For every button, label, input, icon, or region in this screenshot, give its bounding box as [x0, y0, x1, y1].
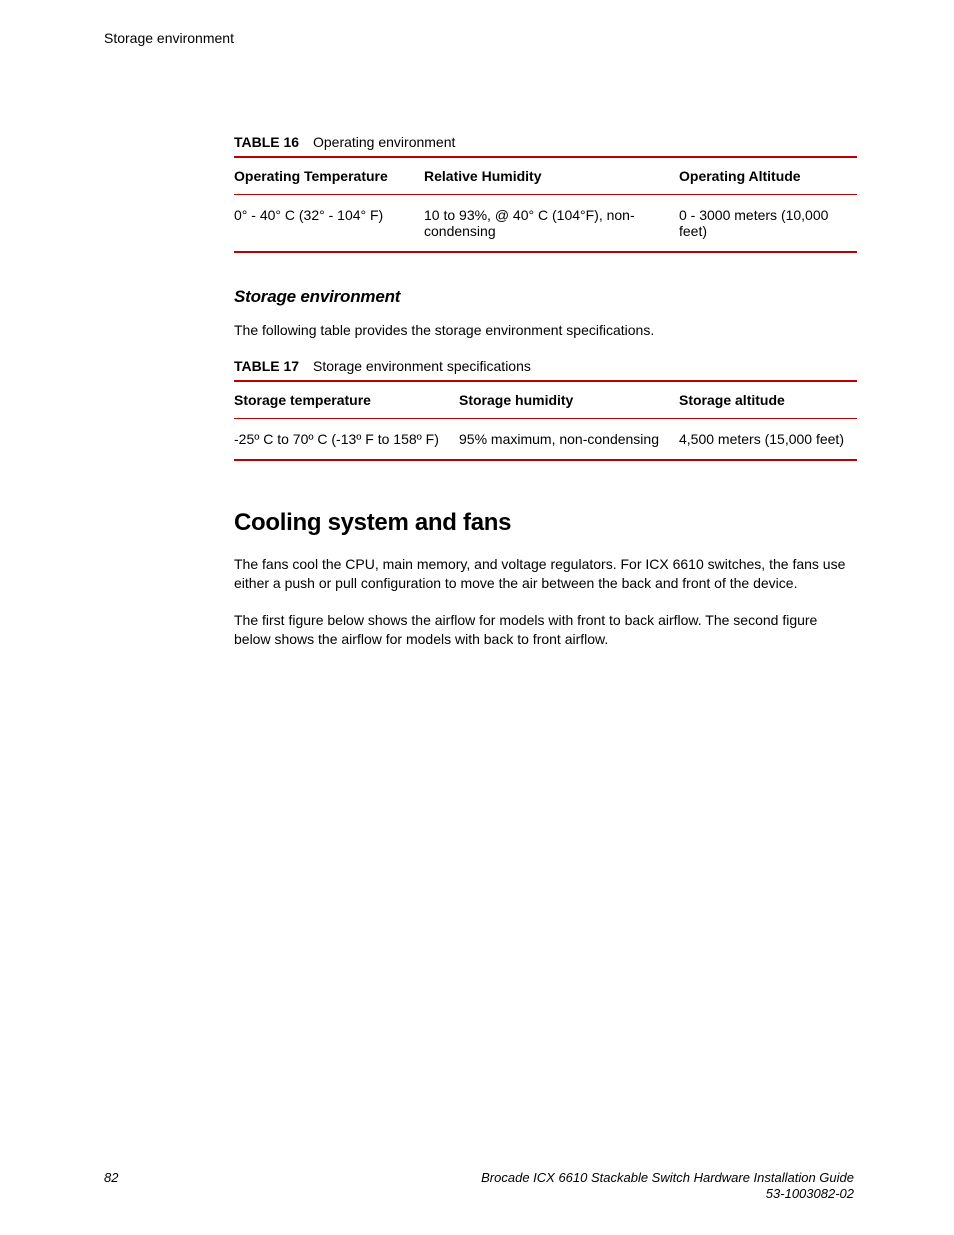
- storage-env-heading: Storage environment: [234, 287, 854, 307]
- table17-title: Storage environment specifications: [313, 358, 531, 374]
- table16-caption: TABLE 16 Operating environment: [234, 134, 854, 150]
- table16-header-row: Operating Temperature Relative Humidity …: [234, 157, 857, 195]
- table17-cell: 4,500 meters (15,000 feet): [679, 418, 857, 460]
- table16-cell: 10 to 93%, @ 40° C (104°F), non-condensi…: [424, 195, 679, 253]
- table16-header-cell: Operating Temperature: [234, 157, 424, 195]
- footer-guide-title: Brocade ICX 6610 Stackable Switch Hardwa…: [481, 1170, 854, 1185]
- table16: Operating Temperature Relative Humidity …: [234, 156, 857, 253]
- table-row: 0° - 40° C (32° - 104° F) 10 to 93%, @ 4…: [234, 195, 857, 253]
- table17-cell: -25º C to 70º C (-13º F to 158º F): [234, 418, 459, 460]
- table17-header-row: Storage temperature Storage humidity Sto…: [234, 381, 857, 419]
- table17-cell: 95% maximum, non-condensing: [459, 418, 679, 460]
- cooling-para-2: The first figure below shows the airflow…: [234, 611, 854, 649]
- table16-title: Operating environment: [313, 134, 455, 150]
- table16-cell: 0° - 40° C (32° - 104° F): [234, 195, 424, 253]
- cooling-para-1: The fans cool the CPU, main memory, and …: [234, 555, 854, 593]
- table17: Storage temperature Storage humidity Sto…: [234, 380, 857, 461]
- table17-label: TABLE 17: [234, 358, 299, 374]
- table16-label: TABLE 16: [234, 134, 299, 150]
- footer-page-number: 82: [104, 1170, 118, 1185]
- storage-env-intro: The following table provides the storage…: [234, 321, 854, 340]
- table17-caption: TABLE 17 Storage environment specificati…: [234, 358, 854, 374]
- cooling-heading: Cooling system and fans: [234, 509, 854, 537]
- footer-doc-number: 53-1003082-02: [766, 1186, 854, 1201]
- table17-header-cell: Storage temperature: [234, 381, 459, 419]
- main-indent-block: TABLE 16 Operating environment Operating…: [234, 134, 854, 648]
- table16-header-cell: Relative Humidity: [424, 157, 679, 195]
- table17-header-cell: Storage humidity: [459, 381, 679, 419]
- table16-cell: 0 - 3000 meters (10,000 feet): [679, 195, 857, 253]
- table16-header-cell: Operating Altitude: [679, 157, 857, 195]
- running-head: Storage environment: [104, 30, 854, 46]
- page-content: Storage environment TABLE 16 Operating e…: [104, 30, 854, 666]
- table17-header-cell: Storage altitude: [679, 381, 857, 419]
- table-row: -25º C to 70º C (-13º F to 158º F) 95% m…: [234, 418, 857, 460]
